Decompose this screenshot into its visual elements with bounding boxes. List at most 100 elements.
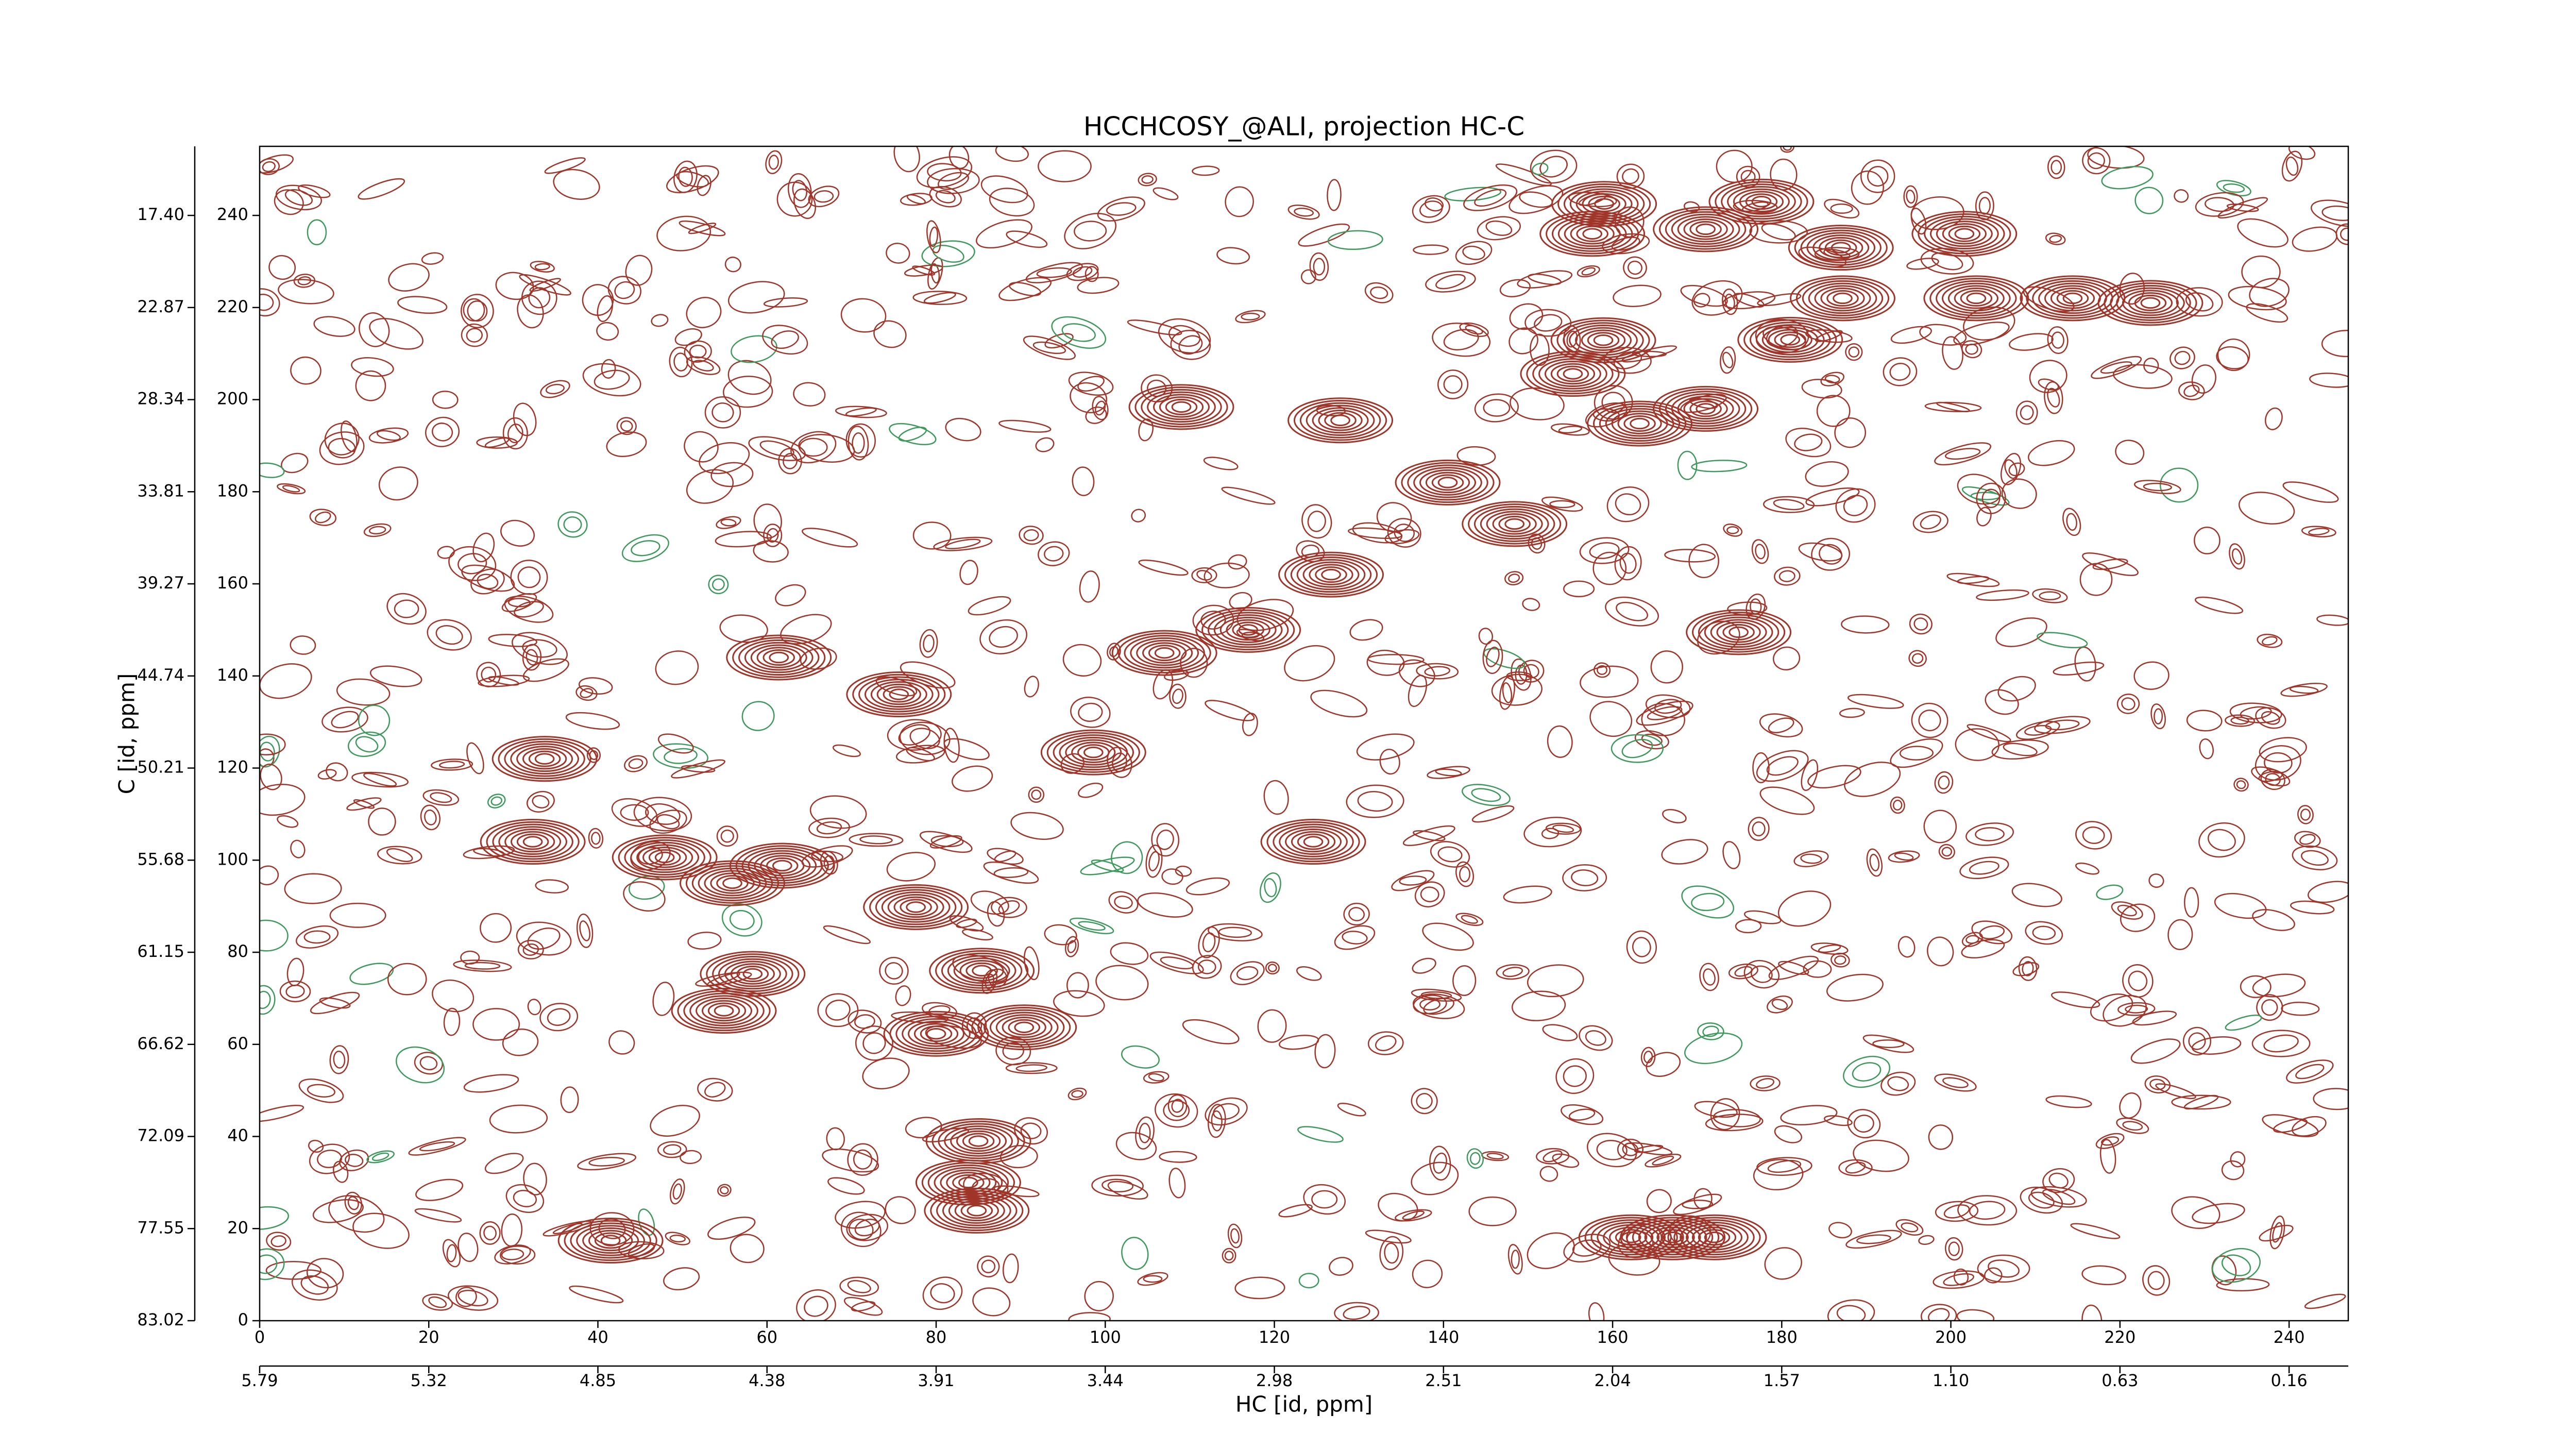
peak xyxy=(1911,211,2018,257)
noise-contour xyxy=(448,1285,499,1311)
plot-frame xyxy=(259,145,2349,1322)
noise-contour xyxy=(522,943,539,956)
peak-contour xyxy=(1936,221,1993,247)
peak-contour xyxy=(1696,403,1716,415)
peak-contour xyxy=(1611,410,1668,437)
peak-contour xyxy=(1650,1226,1695,1248)
noise-contour xyxy=(2022,961,2034,976)
noise-contour xyxy=(1365,1229,1412,1244)
noise-contour xyxy=(1636,700,1693,726)
noise-contour xyxy=(1435,274,1466,290)
noise-contour xyxy=(1757,293,1802,306)
y2-tick-label: 66.62 xyxy=(137,1034,184,1053)
noise-contour xyxy=(1424,666,1450,677)
noise-contour xyxy=(657,733,694,754)
noise-contour xyxy=(1310,689,1368,718)
peak-contour xyxy=(952,1174,985,1191)
noise-contour xyxy=(2313,1088,2348,1110)
noise-contour xyxy=(697,175,711,196)
noise-contour xyxy=(912,265,936,276)
peak-contour xyxy=(2050,288,2095,309)
peak-contour xyxy=(2097,280,2204,326)
peak-contour xyxy=(744,642,814,673)
noise-contour xyxy=(1734,966,1753,977)
noise-contour xyxy=(1586,1133,1637,1168)
noise-contour xyxy=(500,519,535,547)
noise-contour xyxy=(1313,258,1326,276)
noise-contour xyxy=(1763,496,1815,513)
noise-contour xyxy=(1085,406,1107,424)
noise-contour xyxy=(2049,234,2062,243)
noise-contour xyxy=(463,1074,519,1093)
noise-contour xyxy=(2125,1004,2148,1014)
noise-contour xyxy=(669,1235,686,1243)
peak-contour xyxy=(972,965,992,977)
noise-contour xyxy=(535,879,569,894)
noise-contour xyxy=(731,335,777,363)
peak-contour xyxy=(889,688,909,700)
noise-contour xyxy=(2264,752,2293,774)
noise-contour xyxy=(2282,481,2339,503)
noise-contour xyxy=(1091,1174,1144,1197)
noise-contour xyxy=(724,256,741,273)
noise-contour xyxy=(1370,286,1388,299)
peak-contour xyxy=(636,844,693,871)
noise-contour xyxy=(1887,1076,1909,1091)
noise-contour xyxy=(2038,378,2059,391)
peak-contour xyxy=(1716,621,1761,643)
noise-contour xyxy=(1946,572,2000,587)
noise-contour xyxy=(1297,1126,1344,1143)
noise-contour xyxy=(1145,845,1163,878)
noise-contour xyxy=(2032,925,2056,940)
noise-contour xyxy=(260,990,271,1009)
noise-contour xyxy=(309,509,337,526)
y2-tick-label: 33.81 xyxy=(137,481,184,500)
peak-contour xyxy=(1557,183,1651,225)
noise-contour xyxy=(1845,1161,1866,1174)
noise-contour xyxy=(1978,197,1991,215)
noise-contour xyxy=(1742,201,1769,212)
noise-contour xyxy=(307,219,327,246)
noise-contour xyxy=(1510,387,1565,420)
noise-contour xyxy=(1733,199,1778,214)
noise-contour xyxy=(344,1191,363,1215)
noise-contour xyxy=(1847,694,1904,709)
noise-contour xyxy=(355,370,386,401)
noise-contour xyxy=(1627,260,1642,275)
noise-contour xyxy=(421,252,444,265)
noise-contour xyxy=(1577,265,1600,278)
noise-contour xyxy=(656,814,680,830)
noise-contour xyxy=(1461,915,1478,924)
noise-contour xyxy=(802,528,858,548)
noise-contour xyxy=(2030,1186,2087,1208)
noise-contour xyxy=(1910,196,1964,230)
noise-contour xyxy=(386,848,413,862)
noise-contour xyxy=(2045,719,2080,731)
noise-contour xyxy=(1148,851,1160,871)
noise-contour xyxy=(317,1150,343,1168)
peak-contour xyxy=(742,968,763,980)
peak-contour xyxy=(1623,415,1656,432)
peak-contour xyxy=(1696,223,1716,235)
noise-contour xyxy=(1774,566,1801,586)
peak-contour xyxy=(696,998,753,1024)
noise-contour xyxy=(2231,548,2243,565)
noise-contour xyxy=(522,639,557,658)
noise-contour xyxy=(1527,1232,1575,1269)
noise-contour xyxy=(260,763,282,790)
peak xyxy=(1462,501,1568,547)
peak-contour xyxy=(1569,188,1639,220)
noise-contour xyxy=(945,538,981,549)
noise-contour xyxy=(1402,825,1455,846)
noise-contour xyxy=(1343,1306,1370,1320)
peak-contour xyxy=(2026,278,2120,319)
noise-contour xyxy=(260,1248,285,1280)
noise-contour xyxy=(814,190,834,203)
noise-contour xyxy=(1682,1200,1714,1209)
noise-contour xyxy=(265,1261,321,1280)
peak-contour xyxy=(1790,275,1896,322)
noise-contour xyxy=(1542,1024,1578,1041)
noise-contour xyxy=(1000,1144,1038,1169)
noise-contour xyxy=(2240,706,2272,720)
peak-contour xyxy=(1665,391,1747,427)
